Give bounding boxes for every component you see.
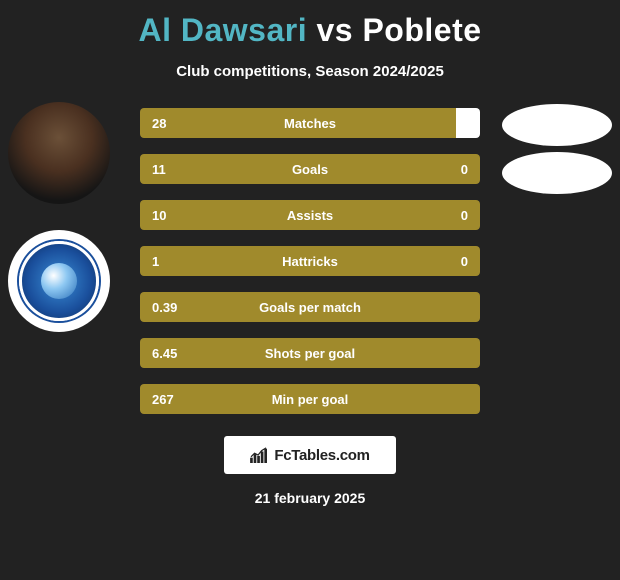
stat-label: Assists [184,208,436,223]
stat-value-left: 11 [140,162,184,177]
stat-value-left: 1 [140,254,184,269]
stat-label: Hattricks [184,254,436,269]
stat-bars: 28Matches211Goals010Assists01Hattricks00… [140,108,480,414]
stat-value-right: 0 [436,254,480,269]
player1-club-crest-icon [8,230,110,332]
stat-label: Goals per match [184,300,436,315]
player2-club-placeholder-icon [502,152,612,194]
stat-bar: 6.45Shots per goal [140,338,480,368]
snapshot-date: 21 february 2025 [0,490,620,506]
stat-bar: 11Goals0 [140,154,480,184]
stat-value-left: 6.45 [140,346,184,361]
fctables-logo[interactable]: FcTables.com [224,436,396,474]
stat-value-left: 10 [140,208,184,223]
player2-name: Poblete [362,12,481,48]
stat-bar: 10Assists0 [140,200,480,230]
fctables-logo-icon [250,447,268,463]
stat-value-left: 267 [140,392,184,407]
stat-bar: 28Matches2 [140,108,480,138]
vs-text: vs [316,12,353,48]
stat-value-left: 0.39 [140,300,184,315]
fctables-logo-text: FcTables.com [274,447,369,464]
stat-label: Matches [184,116,436,131]
comparison-title: Al Dawsari vs Poblete [0,0,620,49]
stat-label: Shots per goal [184,346,436,361]
club-crest-inner-icon [19,241,99,321]
stat-label: Min per goal [184,392,436,407]
stat-value-right: 2 [436,116,480,131]
player1-avatar-icon [8,102,110,204]
player2-avatar-placeholder-icon [502,104,612,146]
stat-bar: 267Min per goal [140,384,480,414]
player1-name: Al Dawsari [138,12,307,48]
stat-value-left: 28 [140,116,184,131]
stat-value-right: 0 [436,162,480,177]
stat-bar: 1Hattricks0 [140,246,480,276]
stats-area: 28Matches211Goals010Assists01Hattricks00… [0,108,620,414]
subtitle: Club competitions, Season 2024/2025 [0,63,620,80]
stat-label: Goals [184,162,436,177]
stat-bar: 0.39Goals per match [140,292,480,322]
stat-value-right: 0 [436,208,480,223]
